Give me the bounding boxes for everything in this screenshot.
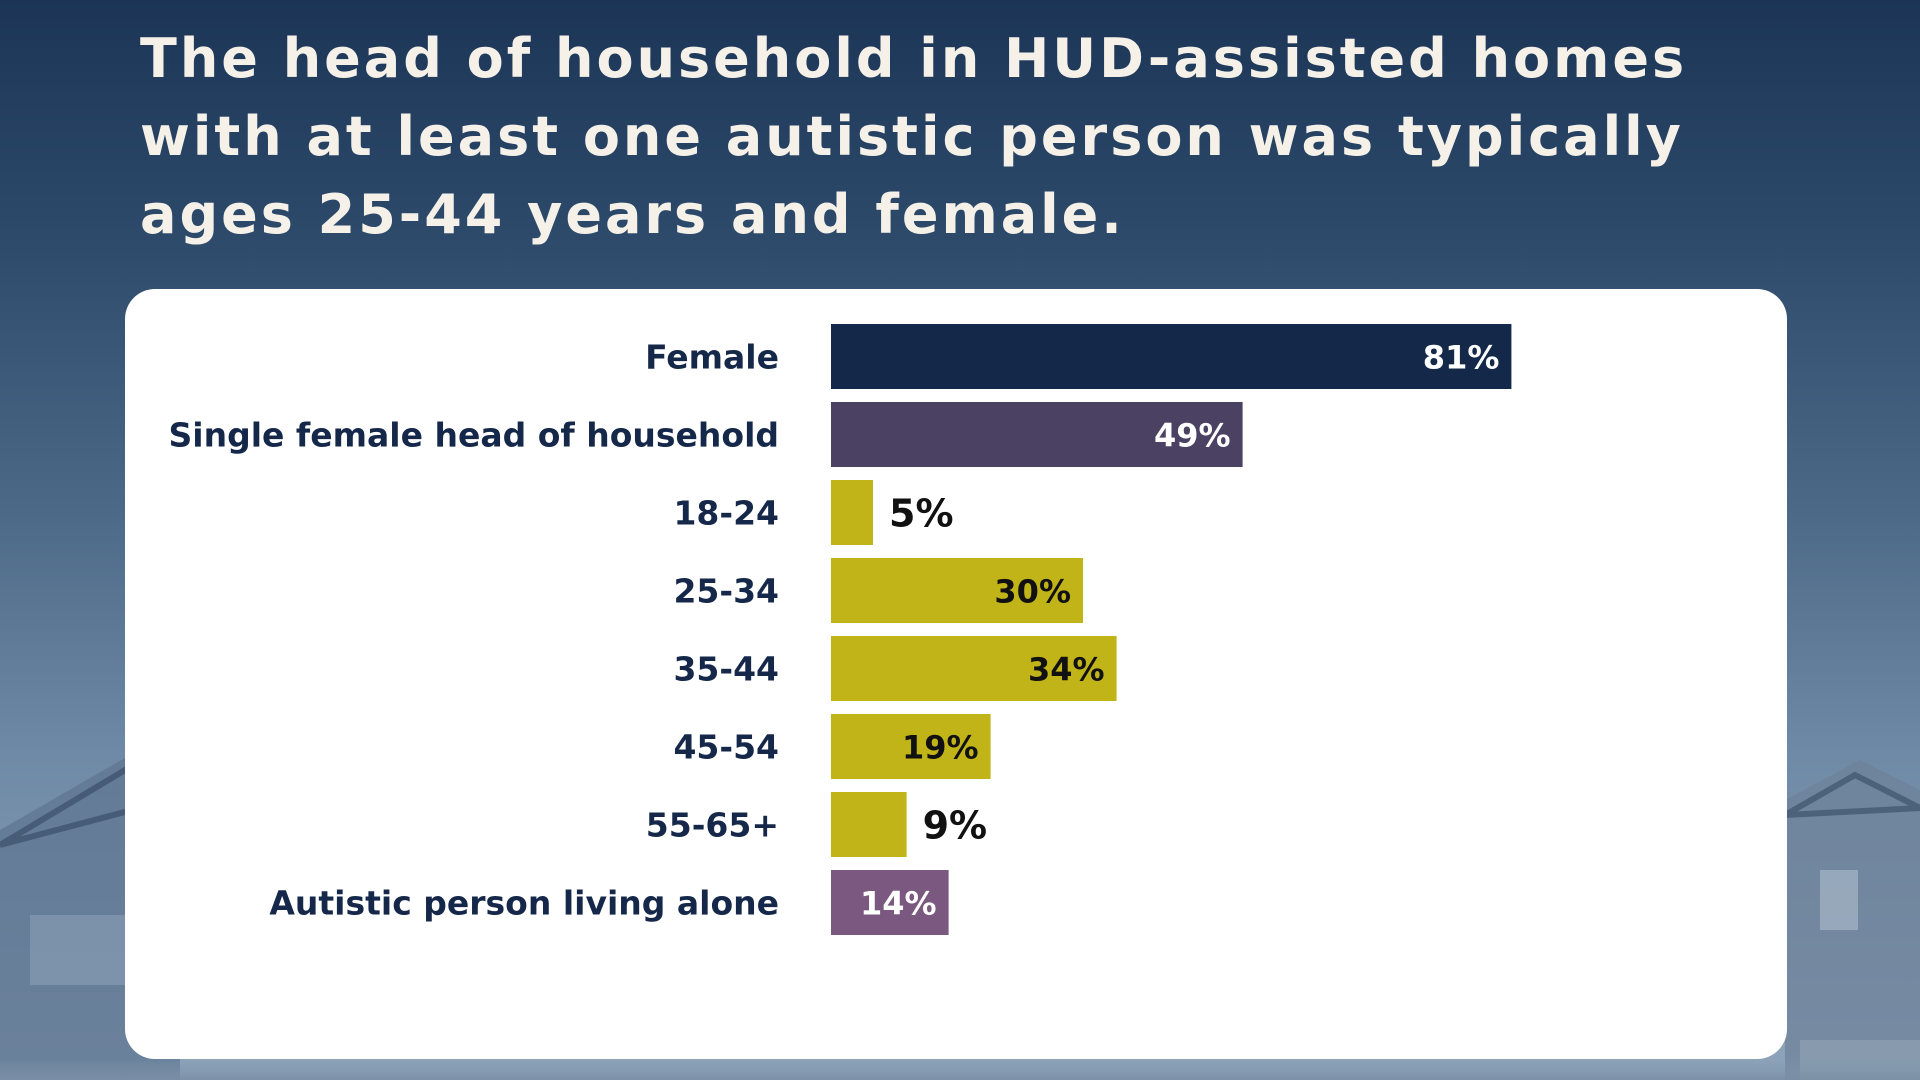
bar-55-65 xyxy=(831,792,907,857)
value-label-25-34: 30% xyxy=(994,573,1071,611)
value-label-45-54: 19% xyxy=(902,729,979,767)
category-label-autistic-person-living-alone: Autistic person living alone xyxy=(269,884,779,923)
headline: The head of household in HUD-assisted ho… xyxy=(140,20,1780,254)
value-label-18-24: 5% xyxy=(889,492,954,536)
category-label-25-34: 25-34 xyxy=(673,572,779,611)
value-label-autistic-person-living-alone: 14% xyxy=(860,885,937,923)
value-label-female: 81% xyxy=(1423,339,1500,377)
headline-line-1: The head of household in HUD-assisted ho… xyxy=(140,27,1688,90)
value-label-55-65: 9% xyxy=(923,804,988,848)
bar-chart: Female 81% Single female head of household… xyxy=(169,324,1512,935)
value-label-single-female-head-of-household: 49% xyxy=(1154,417,1231,455)
value-label-35-44: 34% xyxy=(1028,651,1105,689)
category-label-18-24: 18-24 xyxy=(673,494,779,533)
bar-single-female-head-of-household xyxy=(831,402,1243,467)
headline-line-2: with at least one autistic person was ty… xyxy=(140,105,1684,168)
chart-card: Female 81% Single female head of household… xyxy=(125,289,1787,1059)
category-label-single-female-head-of-household: Single female head of household xyxy=(169,416,780,455)
bar-female xyxy=(831,324,1512,389)
bar-18-24 xyxy=(831,480,873,545)
category-label-35-44: 35-44 xyxy=(673,650,779,689)
category-label-55-65: 55-65+ xyxy=(646,806,779,845)
bar-25-34 xyxy=(831,558,1083,623)
bar-45-54 xyxy=(831,714,991,779)
category-label-45-54: 45-54 xyxy=(673,728,779,767)
bar-35-44 xyxy=(831,636,1117,701)
bar-autistic-person-living-alone xyxy=(831,870,949,935)
headline-line-3: ages 25-44 years and female. xyxy=(140,183,1125,246)
category-label-female: Female xyxy=(645,338,779,377)
